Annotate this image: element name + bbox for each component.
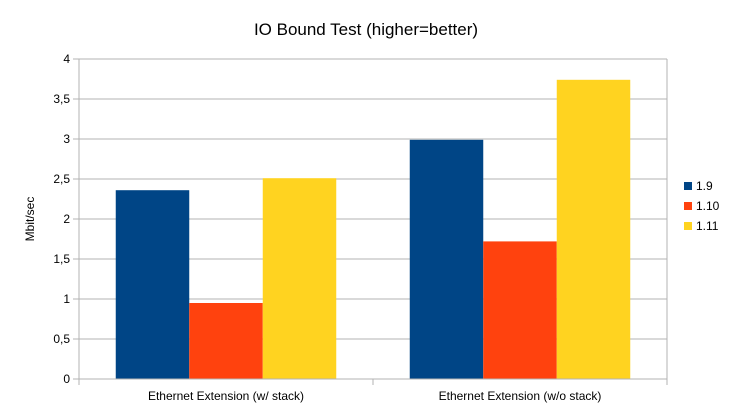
x-category-label: Ethernet Extension (w/o stack) — [439, 389, 602, 403]
bar-1-10-cat-2 — [483, 241, 557, 379]
legend-label: 1.10 — [696, 199, 720, 213]
y-axis-label: Mbit/sec — [23, 197, 37, 242]
bar-1-11-cat-1 — [262, 178, 337, 379]
legend: 1.9 1.10 1.11 — [684, 179, 720, 233]
y-tick-label: 2 — [63, 212, 70, 226]
legend-swatch-1-9 — [684, 182, 692, 190]
y-tick-label: 3,5 — [53, 92, 70, 106]
x-category-labels: Ethernet Extension (w/ stack) Ethernet Ex… — [148, 389, 601, 403]
axes — [78, 59, 668, 385]
y-tick-label: 0 — [63, 372, 70, 386]
bar-1-10-cat-1 — [189, 303, 263, 379]
legend-swatch-1-11 — [684, 222, 692, 230]
legend-label: 1.9 — [696, 179, 713, 193]
y-tick-label: 1,5 — [53, 252, 70, 266]
bar-1-11-cat-2 — [556, 79, 631, 380]
bars — [115, 79, 631, 380]
y-tick-label: 3 — [63, 132, 70, 146]
bar-1-9-cat-1 — [115, 190, 190, 379]
y-tick-label: 0,5 — [53, 332, 70, 346]
legend-label: 1.11 — [696, 219, 719, 233]
x-category-label: Ethernet Extension (w/ stack) — [148, 389, 304, 403]
y-tick-label: 4 — [63, 52, 70, 66]
chart-title: IO Bound Test (higher=better) — [254, 20, 478, 39]
y-tick-label: 1 — [63, 292, 70, 306]
y-tick-labels: 0 0,5 1 1,5 2 2,5 3 3,5 4 — [53, 52, 70, 386]
bar-1-9-cat-2 — [409, 139, 484, 379]
legend-swatch-1-10 — [684, 202, 692, 210]
y-tick-label: 2,5 — [53, 172, 70, 186]
